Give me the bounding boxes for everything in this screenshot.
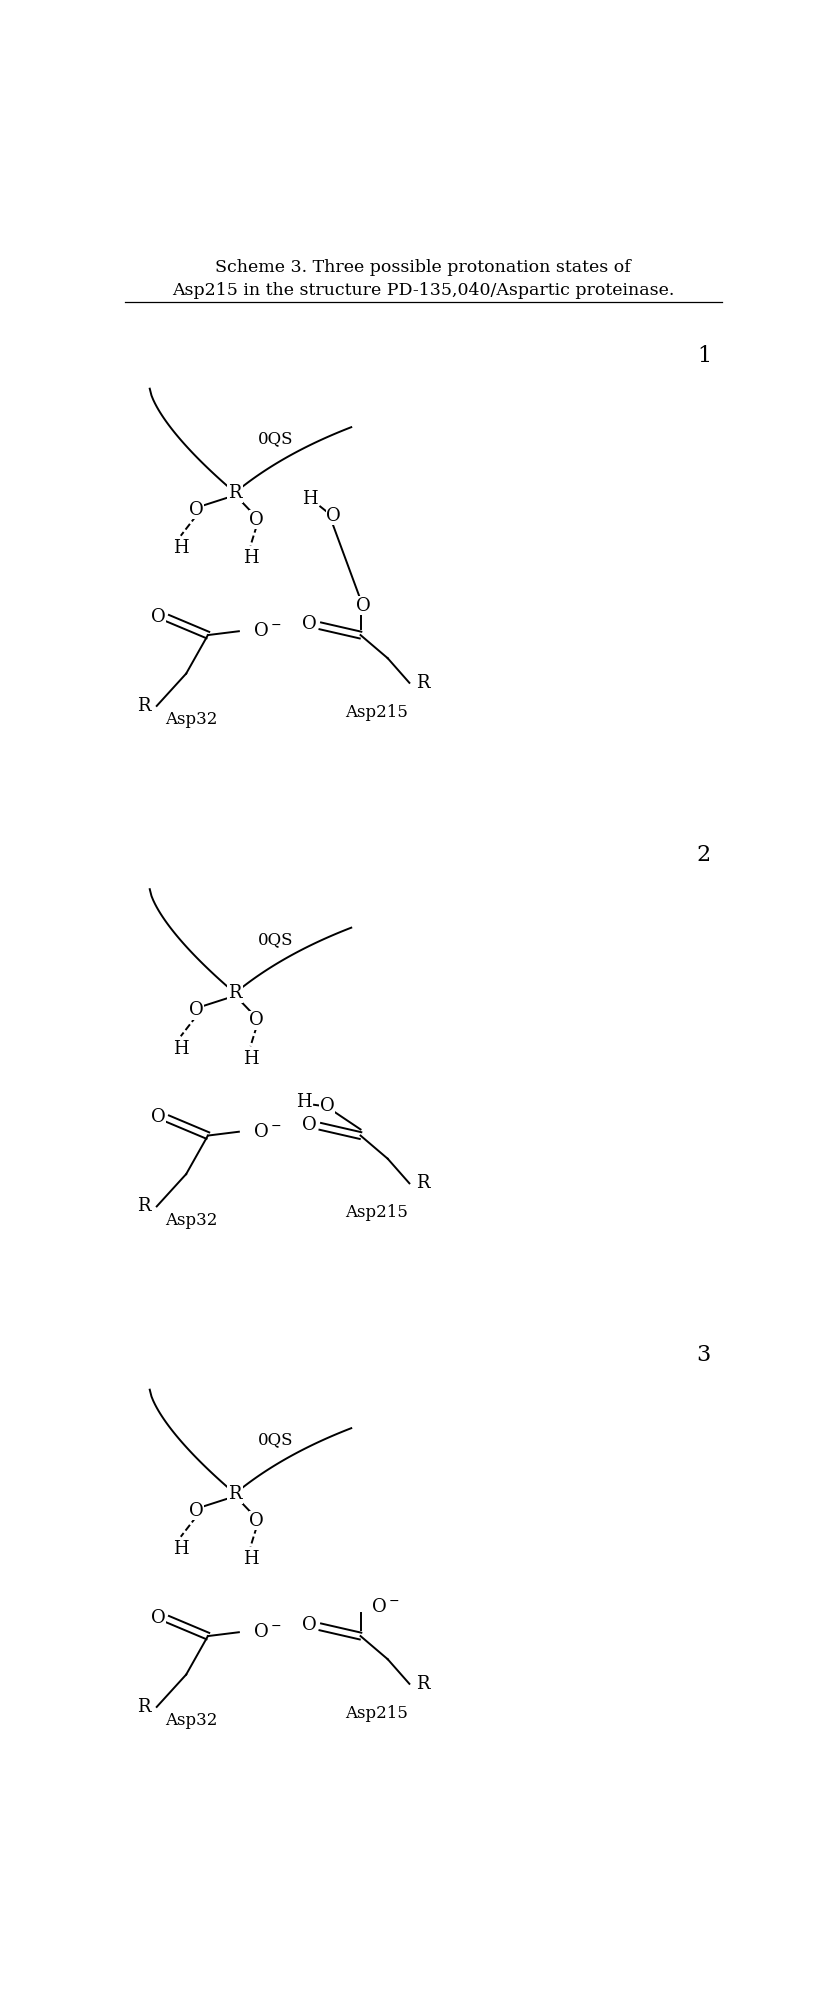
Text: Scheme 3. Three possible protonation states of: Scheme 3. Three possible protonation sta… — [216, 259, 631, 277]
Text: 2: 2 — [697, 843, 711, 865]
Text: Asp215 in the structure PD-135,040/Aspartic proteinase.: Asp215 in the structure PD-135,040/Aspar… — [172, 281, 675, 299]
Text: 1: 1 — [697, 345, 711, 367]
Text: O: O — [189, 1501, 204, 1519]
Text: R: R — [415, 1174, 429, 1192]
Text: H: H — [243, 1549, 259, 1567]
Text: R: R — [137, 696, 150, 714]
Text: 0QS: 0QS — [259, 1431, 294, 1449]
Text: O$^-$: O$^-$ — [372, 1598, 400, 1616]
Text: O: O — [151, 1108, 166, 1126]
Text: O: O — [302, 1616, 317, 1634]
Text: O$^-$: O$^-$ — [253, 1624, 282, 1642]
Text: R: R — [137, 1698, 150, 1716]
Text: O: O — [302, 1116, 317, 1134]
Text: Asp215: Asp215 — [345, 1704, 408, 1722]
Text: H: H — [173, 1040, 188, 1058]
Text: O: O — [189, 500, 204, 518]
Text: O: O — [249, 510, 264, 528]
Text: O: O — [151, 608, 166, 626]
Text: Asp32: Asp32 — [165, 1212, 217, 1228]
Text: R: R — [228, 1485, 242, 1503]
Text: Asp215: Asp215 — [345, 1204, 408, 1220]
Text: H: H — [297, 1094, 311, 1112]
Text: O: O — [320, 1098, 335, 1116]
Text: H: H — [243, 1050, 259, 1068]
Text: Asp215: Asp215 — [345, 704, 408, 721]
Text: O: O — [302, 616, 317, 634]
Text: 3: 3 — [697, 1345, 711, 1367]
Text: R: R — [228, 983, 242, 1001]
Text: O: O — [326, 506, 341, 524]
Text: O: O — [249, 1012, 264, 1030]
Text: Asp32: Asp32 — [165, 1712, 217, 1730]
Text: R: R — [415, 674, 429, 692]
Text: H: H — [243, 550, 259, 568]
Text: R: R — [228, 484, 242, 502]
Text: H: H — [173, 540, 188, 558]
Text: 0QS: 0QS — [259, 429, 294, 448]
Text: O: O — [356, 596, 371, 614]
Text: Asp32: Asp32 — [165, 710, 217, 729]
Text: R: R — [137, 1198, 150, 1216]
Text: O$^-$: O$^-$ — [253, 1122, 282, 1140]
Text: O: O — [249, 1511, 264, 1529]
Text: O: O — [189, 1001, 204, 1020]
Text: H: H — [302, 490, 318, 508]
Text: H: H — [173, 1539, 188, 1557]
Text: O: O — [151, 1608, 166, 1626]
Text: O$^-$: O$^-$ — [253, 622, 282, 640]
Text: R: R — [415, 1674, 429, 1692]
Text: 0QS: 0QS — [259, 931, 294, 947]
